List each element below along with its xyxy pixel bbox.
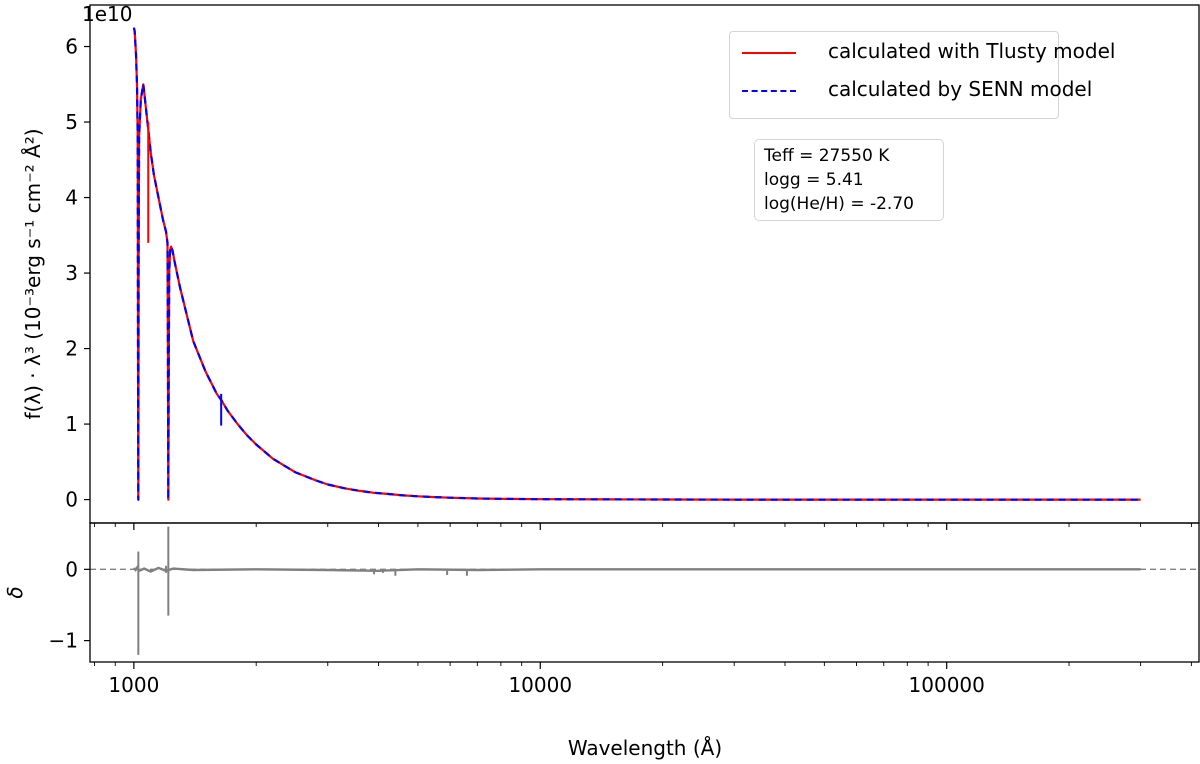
legend-label-tlusty: calculated with Tlusty model xyxy=(828,39,1116,63)
residual-series-group xyxy=(90,526,1200,655)
main-ytick-label-4: 4 xyxy=(65,186,78,210)
residual-ytick-label-0: −1 xyxy=(49,629,78,653)
y-offset-text: 1e10 xyxy=(82,2,133,26)
legend-swatch-tlusty xyxy=(742,52,796,54)
annotation-logg: logg = 5.41 xyxy=(764,170,864,190)
series-line-1 xyxy=(132,27,1141,501)
labels-group: 0 1 2 3 4 5 6 −1 0 1000 10000 100000 Wavelength (Å) f… xyxy=(3,35,985,760)
main-ytick-label-6: 6 xyxy=(65,35,78,59)
xtick-label-0: 1000 xyxy=(108,673,159,697)
residual-ytick-label-1: 0 xyxy=(65,557,78,581)
legend-swatch-senn xyxy=(742,90,796,92)
main-ytick-label-3: 3 xyxy=(65,261,78,285)
legend: calculated with Tlusty model calculated … xyxy=(729,31,1115,119)
ticks-group xyxy=(84,45,1192,669)
residual-y-axis-label: δ xyxy=(3,586,27,598)
main-ytick-label-5: 5 xyxy=(65,110,78,134)
residual-line-0 xyxy=(132,564,1141,573)
legend-item-tlusty: calculated with Tlusty model xyxy=(730,36,1115,70)
annotation-he-h: log(He/H) = -2.70 xyxy=(764,194,914,214)
xtick-label-1: 10000 xyxy=(508,673,572,697)
annotation-teff: Teff = 27550 K xyxy=(764,146,890,166)
xtick-label-2: 100000 xyxy=(909,673,985,697)
main-ytick-label-1: 1 xyxy=(65,412,78,436)
main-y-axis-label: f(λ) · λ³ (10⁻³erg s⁻¹ cm⁻² Å²) xyxy=(21,128,45,419)
main-series-group xyxy=(132,27,1141,501)
main-ytick-label-2: 2 xyxy=(65,337,78,361)
x-axis-label: Wavelength (Å) xyxy=(568,736,722,760)
legend-label-senn: calculated by SENN model xyxy=(828,77,1093,101)
legend-item-senn: calculated by SENN model xyxy=(730,74,1092,108)
axes-group xyxy=(89,4,1200,663)
parameter-annotation: Teff = 27550 K logg = 5.41 log(He/H) = -… xyxy=(754,139,944,221)
residual-plot-frame xyxy=(89,522,1200,663)
main-ytick-label-0: 0 xyxy=(65,488,78,512)
